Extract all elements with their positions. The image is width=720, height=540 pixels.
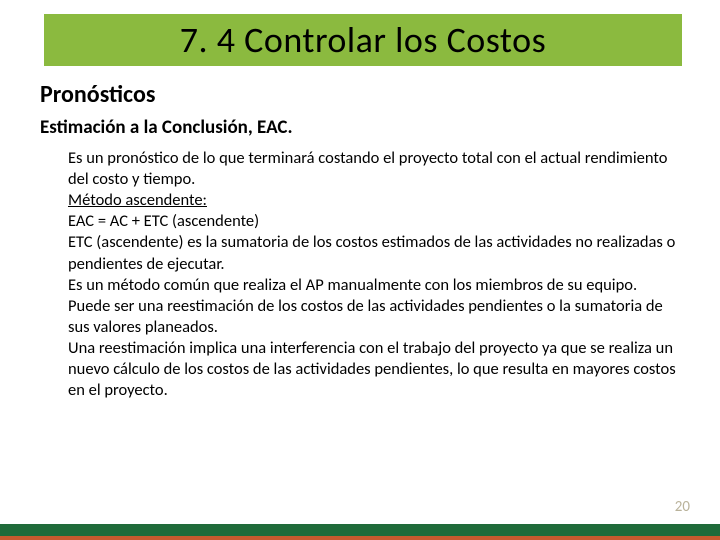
sub-heading: Estimación a la Conclusión, EAC. — [40, 116, 293, 139]
slide-title: 7. 4 Controlar los Costos — [180, 18, 546, 62]
footer-bar-orange — [0, 536, 720, 540]
paragraph: EAC = AC + ETC (ascendente) — [68, 211, 678, 232]
paragraph: ETC (ascendente) es la sumatoria de los … — [68, 232, 678, 274]
footer-bars — [0, 524, 720, 540]
paragraph: Una reestimación implica una interferenc… — [68, 338, 678, 401]
section-heading: Pronósticos — [40, 80, 155, 109]
body-content: Es un pronóstico de lo que terminará cos… — [68, 148, 678, 401]
title-bar: 7. 4 Controlar los Costos — [44, 14, 682, 66]
paragraph: Es un pronóstico de lo que terminará cos… — [68, 148, 678, 190]
paragraph-underlined: Método ascendente: — [68, 190, 678, 211]
paragraph: Puede ser una reestimación de los costos… — [68, 296, 678, 338]
page-number: 20 — [675, 498, 690, 516]
paragraph: Es un método común que realiza el AP man… — [68, 275, 678, 296]
footer-bar-green — [0, 524, 720, 536]
